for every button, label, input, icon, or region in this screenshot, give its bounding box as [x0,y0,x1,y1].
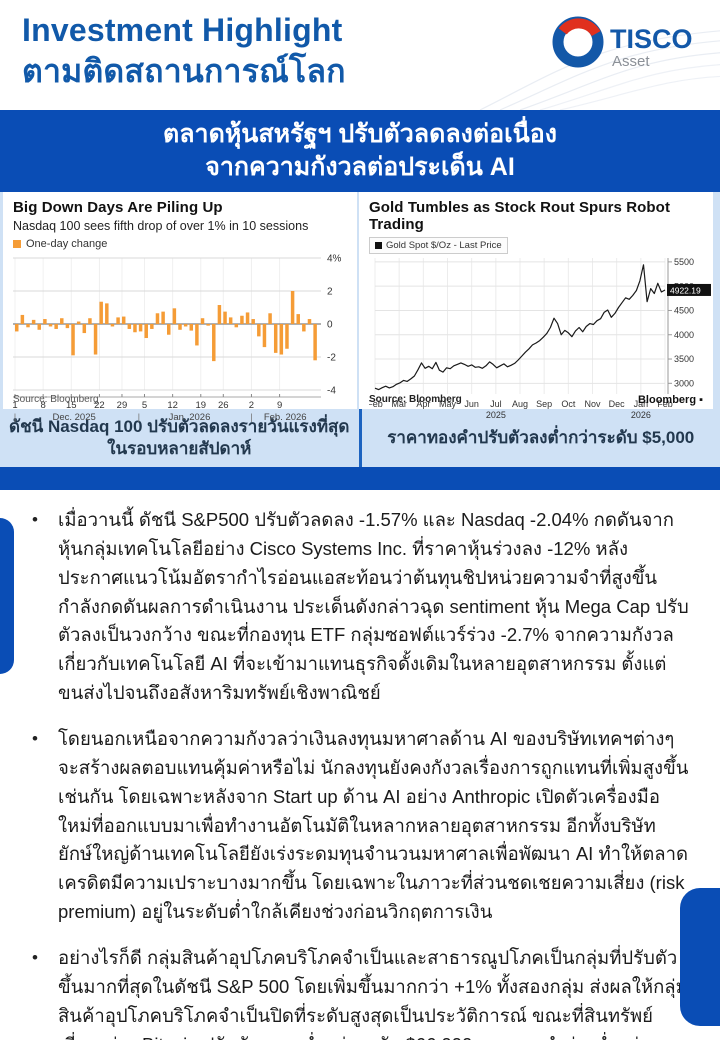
svg-text:Mar: Mar [391,399,407,409]
headline-banner: ตลาดหุ้นสหรัฐฯ ปรับตัวลดลงต่อเนื่อง จากค… [0,110,720,192]
tisco-logo-text: TISCO [610,24,693,54]
charts-section: Big Down Days Are Piling Up Nasdaq 100 s… [0,192,720,423]
svg-text:2: 2 [249,400,254,411]
page-title-line2: ตามติดสถานการณ์โลก [22,52,346,89]
caption-divider [358,409,362,467]
svg-text:Jan: Jan [634,399,649,409]
headline-line1: ตลาดหุ้นสหรัฐฯ ปรับตัวลดลงต่อเนื่อง [163,120,557,148]
tisco-logo-subtext: Asset [612,53,650,70]
svg-text:0: 0 [327,320,333,331]
svg-text:3500: 3500 [674,354,694,364]
gold-chart-title: Gold Tumbles as Stock Rout Spurs Robot T… [369,199,671,233]
chart-captions: ดัชนี Nasdaq 100 ปรับตัวลดลงรายวันแรงที่… [0,409,720,467]
gold-line-chart: 5500500045004000350030004922.19FebMarApr… [367,257,711,420]
nasdaq-source: Source: Bloomberg [13,394,99,405]
svg-text:4922.19: 4922.19 [670,285,701,295]
svg-text:Nov: Nov [584,399,601,409]
page-title-line1: Investment Highlight [22,12,343,48]
bullet-item: โดยนอกเหนือจากความกังวลว่าเงินลงทุนมหาศา… [26,725,690,927]
svg-text:|: | [14,412,16,423]
svg-text:29: 29 [117,400,128,411]
nasdaq-chart-panel: Big Down Days Are Piling Up Nasdaq 100 s… [3,192,357,423]
svg-text:Feb: Feb [369,399,383,409]
right-accent-tab [680,888,720,1026]
legend-swatch-black [375,242,382,249]
caption-right: ราคาทองคำปรับตัวลงต่ำกว่าระดับ $5,000 [362,409,720,467]
svg-text:1: 1 [13,400,18,411]
svg-text:2026: 2026 [631,410,651,420]
nasdaq-legend-label: One-day change [26,238,108,250]
nasdaq-chart-subtitle: Nasdaq 100 sees fifth drop of over 1% in… [13,219,309,233]
caption-left-line2: ในรอบหลายสัปดาห์ [107,439,252,458]
tisco-logo: TISCO Asset [552,16,693,70]
svg-text:19: 19 [195,400,206,411]
gold-legend-label: Gold Spot $/Oz - Last Price [386,240,502,251]
svg-text:Feb: Feb [657,399,673,409]
svg-text:5: 5 [142,400,147,411]
page-title: Investment Highlight ตามติดสถานการณ์โลก [22,10,346,92]
svg-text:Dec: Dec [609,399,626,409]
svg-text:May: May [439,399,457,409]
svg-text:Jan. 2026: Jan. 2026 [169,412,211,423]
svg-text:Jun: Jun [464,399,479,409]
svg-text:Aug: Aug [512,399,528,409]
svg-text:-4: -4 [327,386,336,397]
svg-text:3000: 3000 [674,379,694,389]
nasdaq-chart-title: Big Down Days Are Piling Up [13,199,223,216]
svg-text:15: 15 [66,400,77,411]
caption-left: ดัชนี Nasdaq 100 ปรับตัวลดลงรายวันแรงที่… [0,409,359,467]
left-accent-tab [0,518,14,674]
svg-text:|: | [250,412,252,423]
svg-text:4000: 4000 [674,330,694,340]
svg-text:22: 22 [94,400,105,411]
caption-left-line1: ดัชนี Nasdaq 100 ปรับตัวลดลงรายวันแรงที่… [9,416,350,436]
commentary-section: เมื่อวานนี้ ดัชนี S&P500 ปรับตัวลดลง -1.… [0,490,720,1040]
blue-strip [0,467,720,490]
svg-text:Sep: Sep [536,399,552,409]
nasdaq-bar-chart: 4%20-2-41 8 15 22 29 5 12 19 26 2 9| | |Dec. 2025 Jan… [12,254,342,424]
svg-text:Oct: Oct [561,399,576,409]
svg-text:9: 9 [277,400,282,411]
gold-chart-panel: Gold Tumbles as Stock Rout Spurs Robot T… [359,192,713,420]
bloomberg-logo: Bloomberg ▪ [637,394,703,406]
svg-text:Feb. 2026: Feb. 2026 [264,412,307,423]
page-header: Investment Highlight ตามติดสถานการณ์โลก … [0,0,720,110]
svg-text:8: 8 [40,400,45,411]
svg-text:-2: -2 [327,353,336,364]
svg-text:12: 12 [167,400,178,411]
bullet-list: เมื่อวานนี้ ดัชนี S&P500 ปรับตัวลดลง -1.… [26,506,690,1040]
legend-swatch-orange [13,240,21,248]
svg-text:2025: 2025 [486,410,506,420]
svg-text:4%: 4% [327,254,342,265]
svg-text:|: | [138,412,140,423]
svg-text:26: 26 [218,400,229,411]
svg-text:Jul: Jul [490,399,502,409]
caption-right-text: ราคาทองคำปรับตัวลงต่ำกว่าระดับ $5,000 [387,427,695,447]
headline-line2: จากความกังวลต่อประเด็น AI [205,153,515,181]
bullet-item: อย่างไรก็ดี กลุ่มสินค้าอุปโภคบริโภคจำเป็… [26,944,690,1040]
svg-text:2: 2 [327,287,333,298]
gold-chart-legend: Gold Spot $/Oz - Last Price [369,237,508,254]
svg-text:Dec. 2025: Dec. 2025 [52,412,95,423]
gold-source: Source: Bloomberg [369,394,462,405]
svg-text:4500: 4500 [674,306,694,316]
nasdaq-chart-legend: One-day change [13,238,353,250]
svg-text:Apr: Apr [416,399,430,409]
svg-text:5500: 5500 [674,257,694,267]
tisco-logo-red-arc [558,18,601,37]
bullet-item: เมื่อวานนี้ ดัชนี S&P500 ปรับตัวลดลง -1.… [26,506,690,708]
